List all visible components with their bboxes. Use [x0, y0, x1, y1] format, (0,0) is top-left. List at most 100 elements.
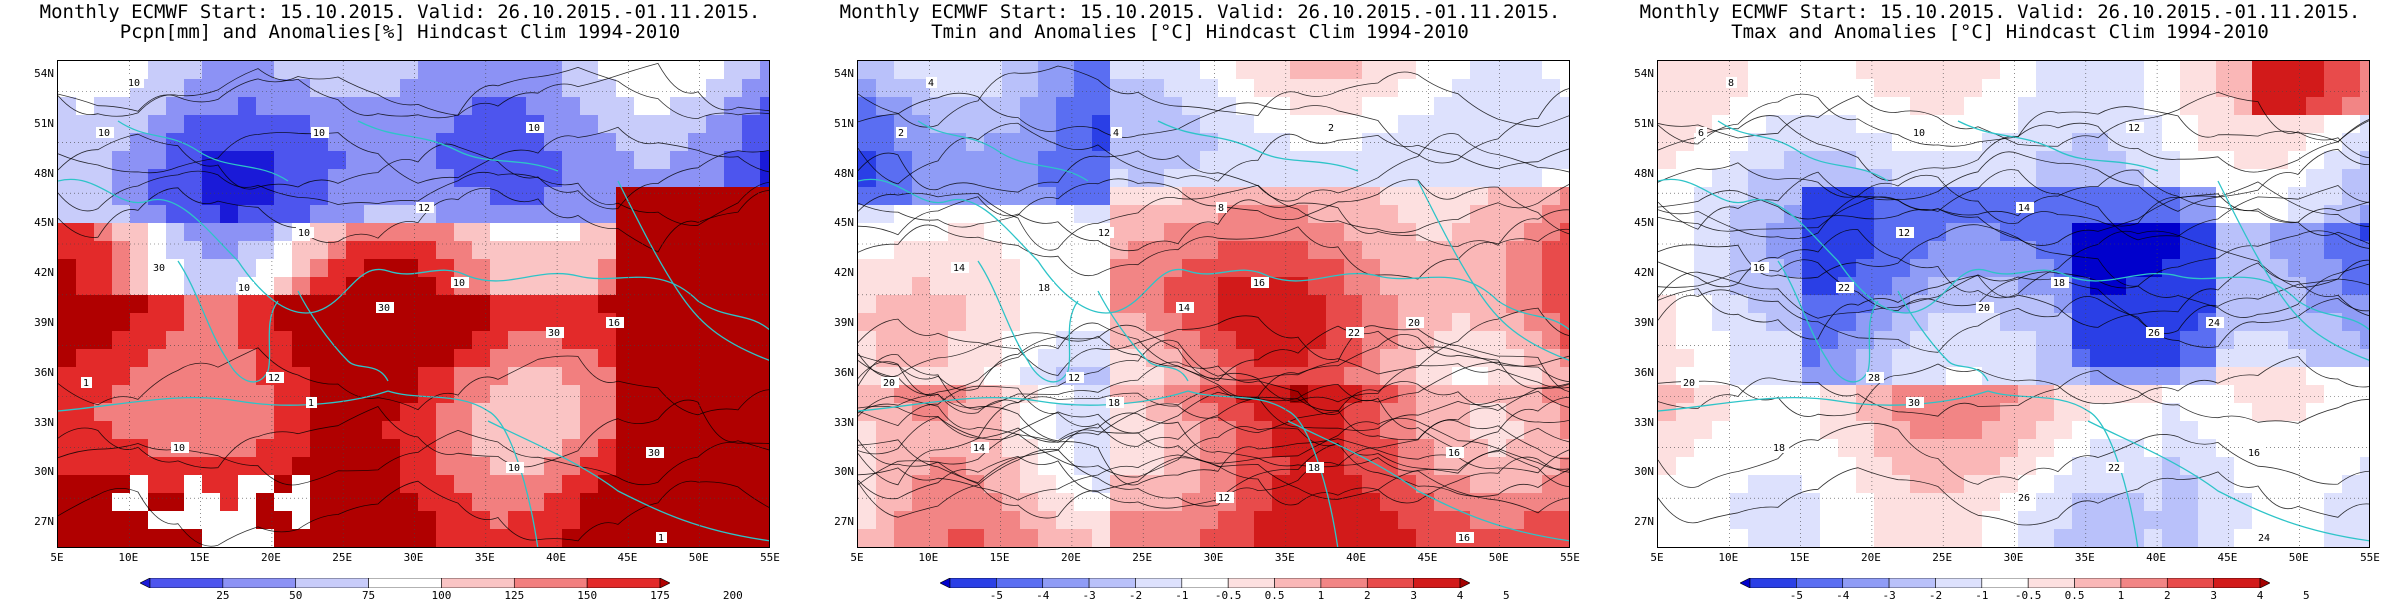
colorbar-segment: [368, 578, 442, 588]
colorbar-label: 2: [2163, 589, 2171, 602]
latitude-label: 48N: [1634, 166, 1654, 180]
longitude-label: 50E: [688, 551, 709, 564]
longitude-label: 30E: [403, 551, 424, 564]
contour-label: 24: [2258, 533, 2270, 544]
colorbar-segment: [1320, 578, 1368, 588]
colorbar: [1740, 578, 2270, 588]
colorbar-segment: [513, 578, 588, 588]
contour-label: 22: [2108, 463, 2120, 474]
contour-label: 30: [548, 328, 560, 339]
colorbar-segment: [1181, 578, 1229, 588]
latitude-label: 39N: [1634, 316, 1654, 329]
colorbar-label: -0.5: [1214, 589, 1242, 602]
colorbar-segment: [1413, 578, 1461, 588]
colorbar-label: 4: [2256, 589, 2264, 602]
colorbar-label: 100: [431, 589, 452, 602]
latitude-label: 54N: [834, 67, 854, 80]
colorbar-label: 200: [722, 589, 743, 602]
contour-label: 4: [928, 78, 934, 89]
colorbar-label: -3: [1882, 589, 1896, 602]
colorbar-segment: [1227, 578, 1275, 588]
contour-label: 1: [308, 398, 314, 409]
longitude-label: 55E: [2360, 551, 2380, 564]
contour-label: 16: [1458, 533, 1470, 544]
longitude-label: 15E: [1789, 551, 1810, 564]
contour-label: 12: [1068, 373, 1080, 384]
colorbar-label: -1: [1175, 589, 1189, 602]
contour-label: 20: [1683, 378, 1695, 389]
latitude-label: 30N: [34, 465, 54, 479]
panel-title-line2: Pcpn[mm] and Anomalies[%] Hindcast Clim …: [119, 21, 681, 43]
longitude-label: 40E: [546, 551, 567, 564]
longitude-label: 25E: [332, 551, 353, 564]
latitude-label: 27N: [34, 515, 54, 529]
contour-label: 20: [1978, 303, 1990, 314]
contour-label: 10: [128, 78, 140, 89]
latitude-label: 42N: [34, 266, 54, 280]
latitude-label: 45N: [834, 216, 854, 230]
colorbar-label: -5: [989, 589, 1003, 602]
contour-label: 18: [2053, 278, 2065, 289]
longitude-label: 40E: [2146, 551, 2167, 564]
contour-label: 16: [608, 318, 620, 329]
contour-label: 6: [1698, 128, 1704, 139]
longitude-label: 5E: [1650, 551, 1664, 564]
contour-label: 18: [1108, 398, 1120, 409]
longitude-label: 25E: [1132, 551, 1153, 564]
longitude-label: 30E: [2003, 551, 2024, 564]
contour-label: 30: [378, 303, 390, 314]
latitude-label: 51N: [834, 116, 854, 130]
longitude-label: 10E: [1718, 551, 1739, 564]
colorbar-label: 0.5: [2064, 589, 2085, 602]
panel-precipitation: Monthly ECMWF Start: 15.10.2015. Valid: …: [0, 0, 800, 602]
longitude-label: 20E: [260, 551, 281, 564]
colorbar-segment: [940, 578, 951, 588]
colorbar-segment: [2074, 578, 2122, 588]
longitude-label: 25E: [1932, 551, 1953, 564]
colorbar-segment: [949, 578, 997, 588]
colorbar-label: 5: [2303, 589, 2310, 602]
longitude-label: 15E: [189, 551, 210, 564]
latitude-label: 42N: [1634, 266, 1654, 280]
contour-label: 10: [238, 283, 250, 294]
colorbar-segment: [222, 578, 297, 588]
tmax-map: 8 6 10 12 14 12 16 18 20 22 24 26 28 20 30 18 16 22 24 26: [1657, 60, 2370, 548]
longitude-label: 55E: [760, 551, 780, 564]
colorbar: [940, 578, 1470, 588]
latitude-label: 36N: [34, 365, 54, 379]
colorbar-segment: [586, 578, 661, 588]
colorbar: [140, 578, 670, 588]
latitude-label: 54N: [34, 67, 54, 80]
contour-label: 18: [1773, 443, 1785, 454]
colorbar-segment: [295, 578, 369, 588]
longitude-label: 5E: [50, 551, 64, 564]
colorbar-segment: [1740, 578, 1751, 588]
colorbar-segment: [1088, 578, 1136, 588]
longitude-label: 5E: [850, 551, 864, 564]
contour-label: 26: [2018, 493, 2030, 504]
contour-label: 22: [1348, 328, 1360, 339]
latitude-label: 36N: [834, 365, 854, 379]
colorbar-segment: [1842, 578, 1890, 588]
colorbar-label: 3: [2210, 589, 2217, 602]
latitude-label: 48N: [834, 166, 854, 180]
longitude-label: 45E: [2217, 551, 2238, 564]
longitude-label: 35E: [474, 551, 495, 564]
contour-label: 16: [2248, 448, 2260, 459]
panel-title-line1: Monthly ECMWF Start: 15.10.2015. Valid: …: [1639, 1, 2361, 23]
latitude-label: 33N: [1634, 415, 1654, 429]
contour-label: 2: [1328, 123, 1334, 134]
longitude-label: 10E: [918, 551, 939, 564]
contour-label: 2: [898, 128, 904, 139]
longitude-label: 45E: [1417, 551, 1438, 564]
colorbar-segment: [441, 578, 515, 588]
panel-tmin: Monthly ECMWF Start: 15.10.2015. Valid: …: [800, 0, 1600, 602]
panel-tmax: Monthly ECMWF Start: 15.10.2015. Valid: …: [1600, 0, 2400, 602]
contour-label: 28: [1868, 373, 1880, 384]
colorbar-segment: [1042, 578, 1090, 588]
colorbar-segment: [659, 578, 670, 588]
contour-label: 30: [648, 448, 660, 459]
tmin-map: 4 2 4 2 8 12 14 16 14 18 20 22 12 20 18 14 16 18 16 12: [857, 60, 1570, 548]
panel-title-line2: Tmin and Anomalies [°C] Hindcast Clim 19…: [931, 21, 1469, 43]
contour-label: 8: [1218, 203, 1224, 214]
